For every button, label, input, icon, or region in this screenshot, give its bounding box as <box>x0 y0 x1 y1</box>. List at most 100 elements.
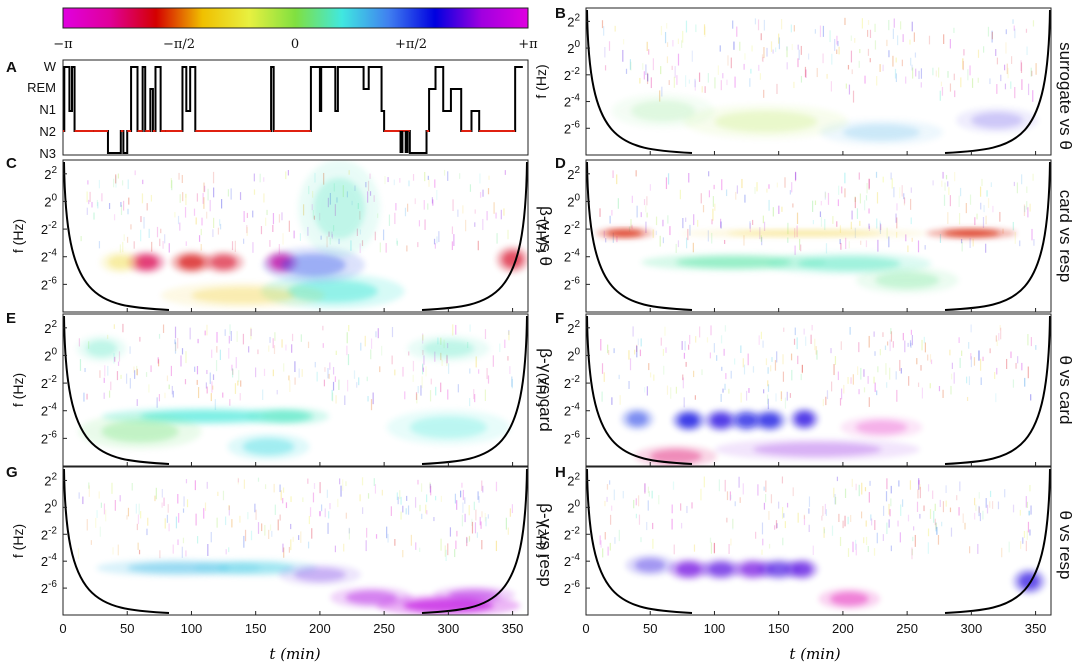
noise-mark <box>206 369 208 375</box>
noise-mark <box>164 392 166 399</box>
noise-mark <box>855 543 857 556</box>
noise-mark <box>636 345 638 358</box>
panel-label-G: β-γ vs resp <box>536 503 555 586</box>
noise-mark <box>803 328 805 335</box>
noise-mark <box>486 368 488 380</box>
coherence-blob <box>678 413 700 428</box>
noise-mark <box>977 543 979 554</box>
noise-mark <box>237 477 239 485</box>
noise-mark <box>642 63 644 70</box>
noise-mark <box>837 371 839 381</box>
noise-mark <box>1012 379 1015 388</box>
coherence-blob <box>627 412 648 426</box>
noise-mark <box>427 175 429 180</box>
noise-mark <box>316 371 318 382</box>
y-tick-label: 2-6 <box>564 119 581 136</box>
noise-mark <box>747 353 749 366</box>
y-tick-label: 2-6 <box>41 429 58 446</box>
noise-mark <box>634 349 636 355</box>
y-tick-base: 2 <box>564 404 571 419</box>
noise-mark <box>83 392 85 402</box>
noise-mark <box>935 523 937 530</box>
noise-mark <box>945 485 947 494</box>
noise-mark <box>850 221 852 230</box>
noise-mark <box>870 514 872 521</box>
noise-mark <box>708 171 710 177</box>
noise-mark <box>484 513 486 522</box>
noise-mark <box>406 495 408 501</box>
noise-mark <box>419 547 421 552</box>
noise-mark <box>459 490 462 498</box>
coi-curve-left <box>586 315 693 465</box>
noise-mark <box>932 67 934 76</box>
noise-mark <box>738 476 740 488</box>
noise-mark <box>113 178 115 188</box>
noise-mark <box>243 535 245 548</box>
noise-mark <box>224 329 226 336</box>
noise-mark <box>901 499 904 507</box>
noise-mark <box>682 377 684 389</box>
noise-mark <box>662 237 664 244</box>
noise-mark <box>96 510 98 518</box>
noise-mark <box>170 178 172 189</box>
noise-mark <box>496 233 498 244</box>
noise-mark <box>736 26 738 37</box>
hypnogram-panel: A W REM N1 N2 N3 <box>6 59 529 161</box>
noise-mark <box>462 205 464 214</box>
noise-mark <box>618 374 620 380</box>
noise-mark <box>794 245 796 256</box>
noise-mark <box>386 526 388 539</box>
noise-mark <box>830 381 833 392</box>
noise-mark <box>1010 351 1012 359</box>
noise-mark <box>778 205 780 214</box>
y-axis-label: f (Hz) <box>533 219 549 253</box>
y-tick-label: 2-6 <box>564 579 581 596</box>
noise-mark <box>778 33 780 44</box>
noise-mark <box>195 217 197 225</box>
noise-mark <box>979 358 982 371</box>
noise-mark <box>720 335 723 344</box>
noise-mark <box>123 200 125 211</box>
noise-mark <box>290 523 292 530</box>
noise-mark <box>629 59 631 70</box>
noise-mark <box>978 492 980 499</box>
noise-mark <box>929 509 932 519</box>
coherence-map <box>76 323 513 460</box>
coherence-blob <box>606 229 643 237</box>
noise-mark <box>1014 232 1016 244</box>
noise-mark <box>622 490 624 499</box>
noise-mark <box>272 338 274 349</box>
noise-mark <box>876 532 878 544</box>
noise-mark <box>919 513 921 519</box>
noise-mark <box>454 549 456 558</box>
coherence-blob <box>409 416 487 439</box>
y-axis-label: f (Hz) <box>10 373 26 407</box>
noise-mark <box>758 335 760 345</box>
noise-mark <box>749 78 751 87</box>
y-tick-exp: -2 <box>48 374 57 385</box>
noise-mark <box>711 219 713 225</box>
noise-mark <box>970 353 972 360</box>
noise-mark <box>312 492 315 503</box>
noise-mark <box>434 495 437 501</box>
noise-mark <box>468 535 471 542</box>
noise-mark <box>415 392 418 400</box>
noise-mark <box>868 397 870 407</box>
noise-mark <box>850 514 852 522</box>
noise-mark <box>935 70 937 77</box>
y-tick-label: 20 <box>567 346 580 363</box>
plot-frame <box>62 159 529 313</box>
noise-mark <box>839 397 842 406</box>
noise-mark <box>886 382 888 388</box>
noise-mark <box>815 346 817 355</box>
noise-mark <box>369 173 371 179</box>
noise-mark <box>863 369 865 377</box>
noise-mark <box>613 348 615 354</box>
noise-mark <box>485 517 487 527</box>
noise-mark <box>115 174 117 184</box>
noise-mark <box>274 504 276 515</box>
x-tick-label: 150 <box>768 621 790 636</box>
noise-mark <box>969 65 971 76</box>
noise-mark <box>185 193 187 206</box>
noise-mark <box>197 387 200 399</box>
